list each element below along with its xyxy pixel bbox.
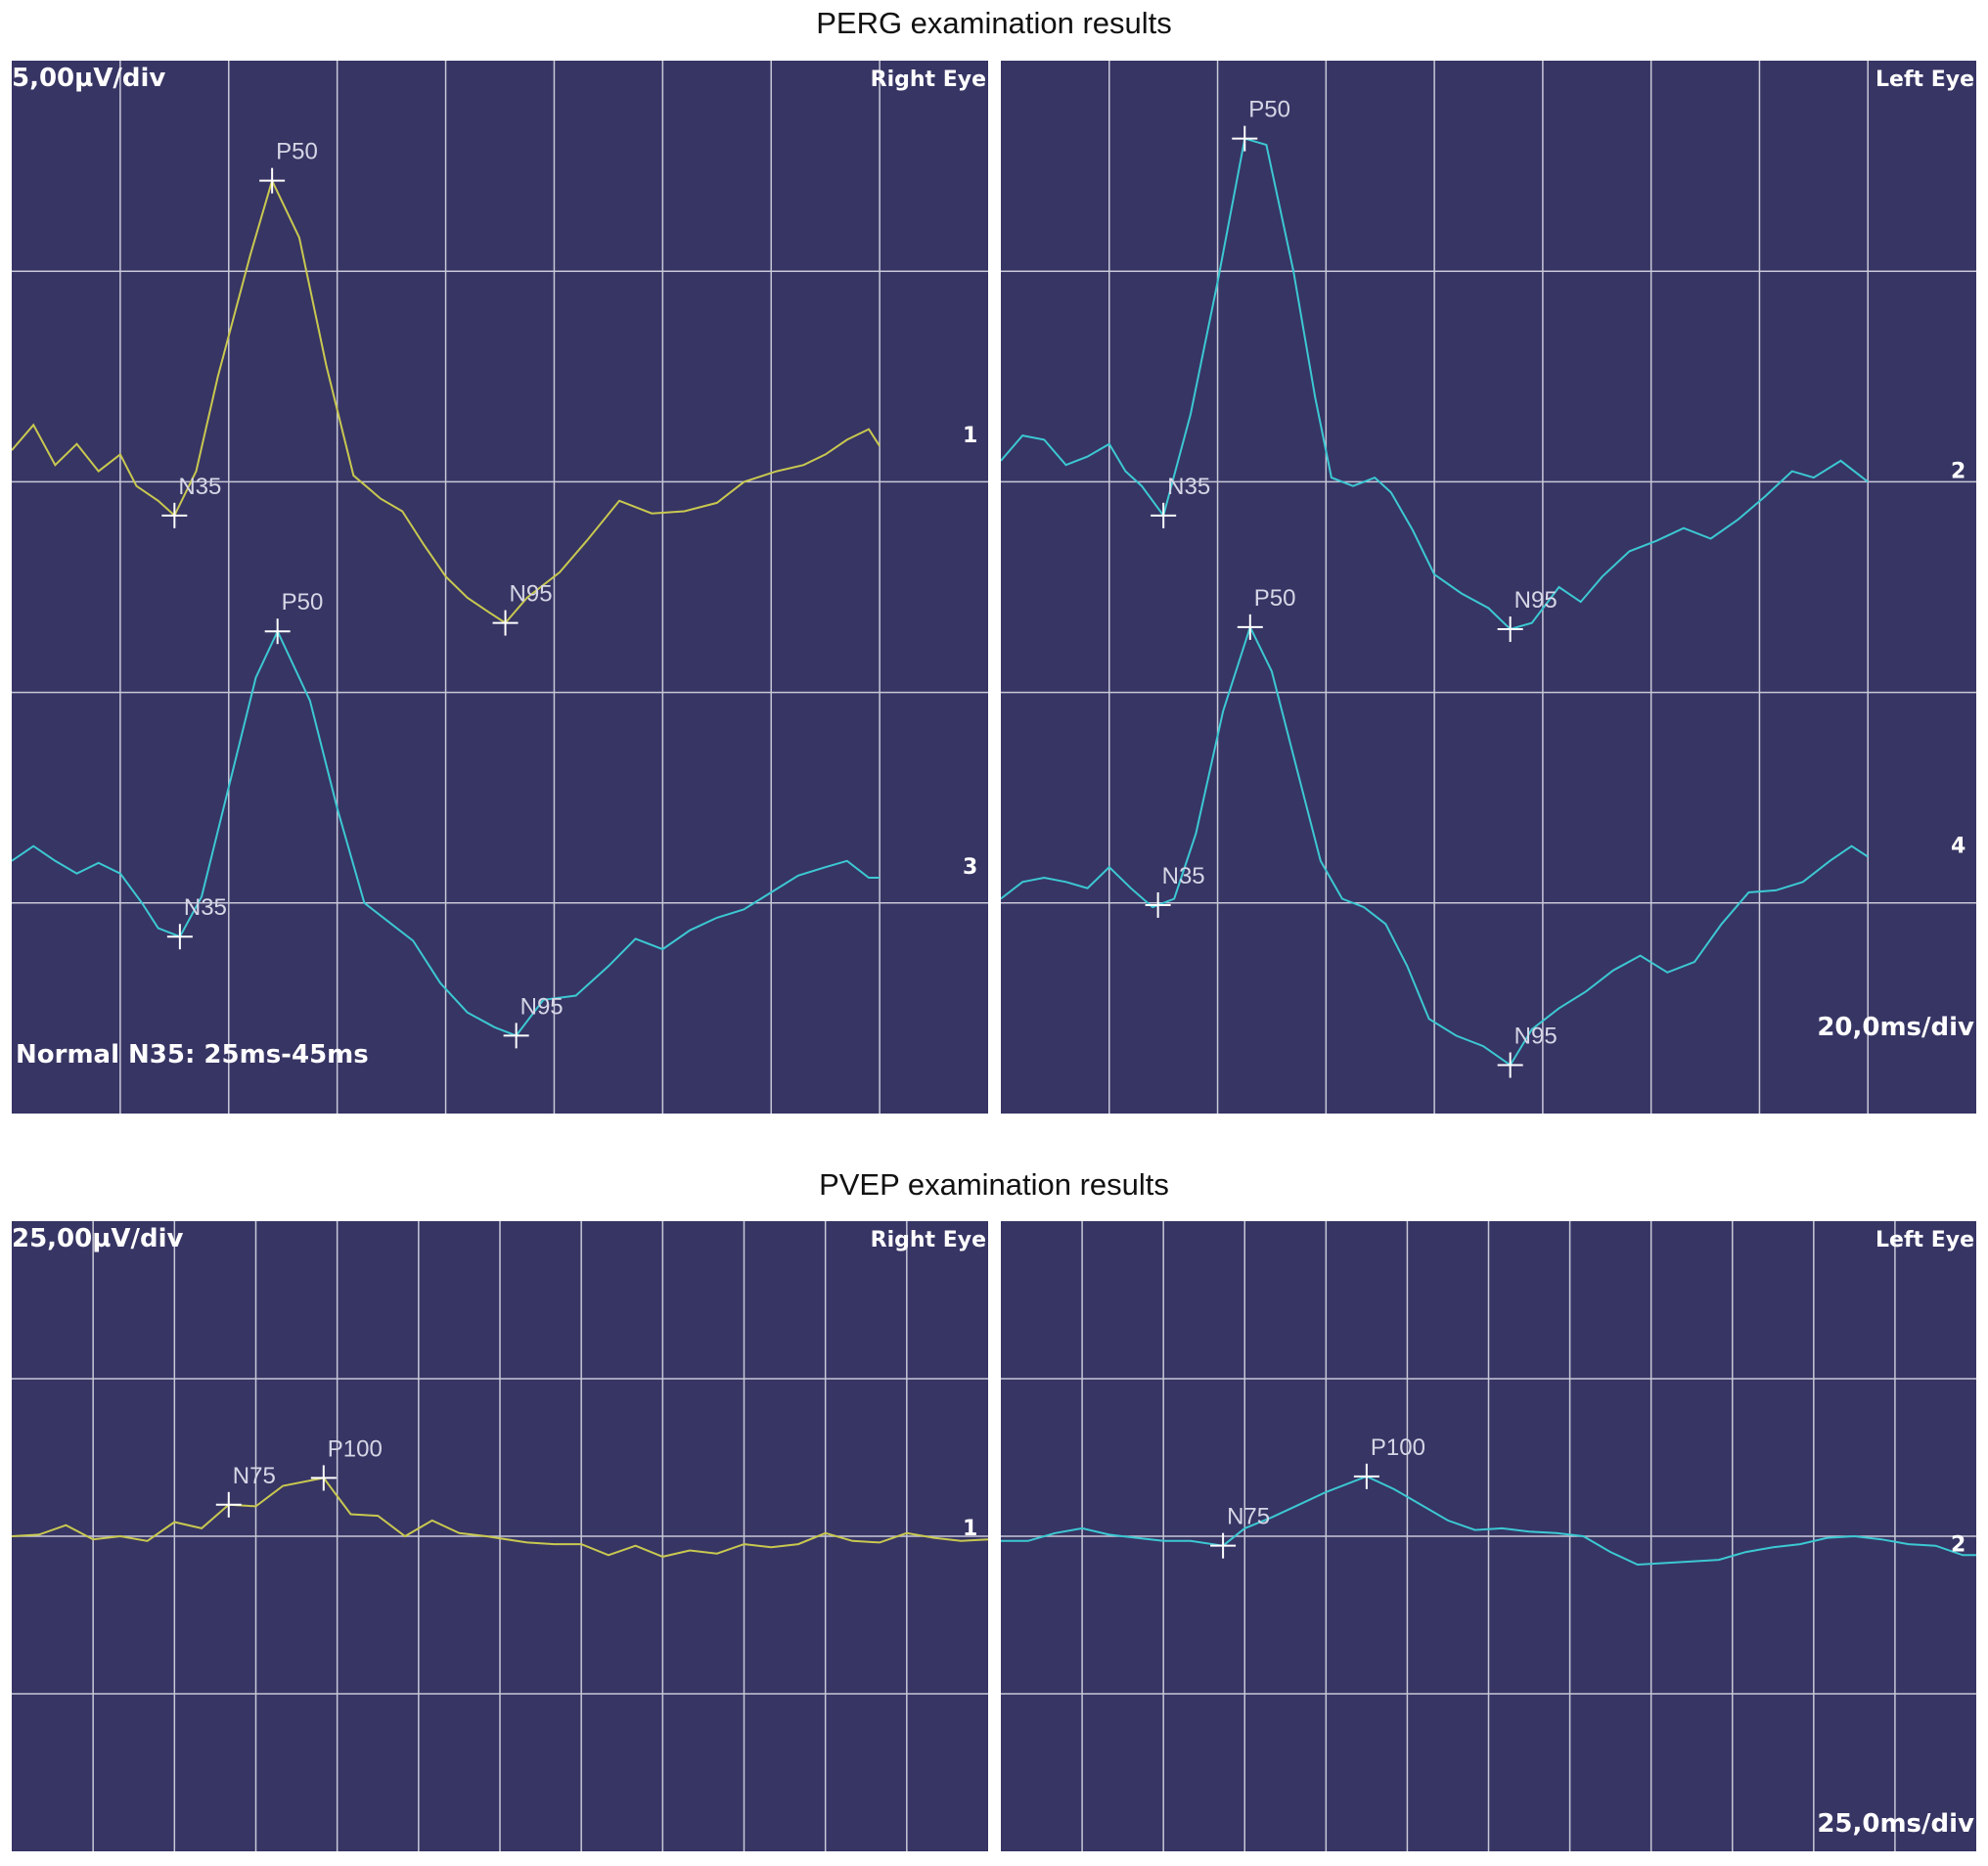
perg-right-eye-panel: N35 P50 N95 1 N35 P50 N95 3 5,00µV/div Right Ey… [12,61,988,1114]
marker-n75 [215,1491,242,1518]
pvep-left-eye-label: Left Eye [1875,1228,1974,1252]
marker-label: P50 [1254,585,1296,612]
trace-number-label: 3 [963,855,977,880]
trace-number-label: 1 [963,1517,977,1541]
perg-section-title: PERG examination results [816,6,1172,40]
marker-label: P50 [276,139,318,165]
marker-label: N35 [1162,863,1205,889]
marker-n35 [161,502,188,528]
trace-1 [12,1477,988,1558]
marker-n95 [503,1023,529,1049]
pvep-amplitude-scale-label: 25,00µV/div [12,1224,184,1253]
marker-n75 [1210,1532,1237,1559]
marker-label: N95 [1514,1024,1558,1050]
marker-p50 [1237,614,1263,640]
marker-p50 [264,618,291,645]
panel-background [12,61,988,1114]
trace-number-label: 2 [1951,459,1965,483]
pvep-time-scale-label: 25,0ms/div [1817,1809,1974,1839]
marker-label: N35 [184,894,227,921]
marker-p50 [1232,125,1258,152]
pvep-right-eye-panel: N75 P100 1 25,00µV/div Right Eye [12,1221,988,1851]
perg-normal-n35-note: Normal N35: 25ms-45ms [16,1040,369,1070]
perg-left-eye-label: Left Eye [1875,68,1974,92]
trace-1 [12,177,881,624]
marker-p100 [1353,1463,1379,1489]
perg-right-eye-label: Right Eye [871,68,986,92]
marker-label: P100 [328,1435,383,1462]
marker-label: N35 [178,474,221,500]
pvep-right-eye-label: Right Eye [871,1228,986,1252]
pvep-left-eye-panel: N75 P100 2 Left Eye 25,0ms/div [1001,1221,1976,1851]
marker-n95 [1497,1052,1523,1078]
panel-background [1001,61,1976,1114]
trace-3 [12,628,881,1037]
marker-n95 [1497,616,1523,643]
marker-label: N75 [1227,1504,1270,1530]
perg-left-eye-panel: N35 P50 N95 2 N35 P50 N95 4 Left Eye 20,0ms/div [1001,61,1976,1114]
trace-2 [1001,1475,1976,1567]
marker-label: N95 [1514,587,1558,614]
marker-label: N95 [510,581,553,608]
marker-n35 [1151,502,1177,528]
marker-label: N75 [233,1463,276,1489]
marker-n35 [166,924,193,950]
trace-number-label: 1 [963,424,977,448]
marker-label: P50 [282,589,324,615]
trace-number-label: 2 [1951,1532,1965,1557]
marker-label: N35 [1167,474,1210,500]
marker-label: P50 [1248,97,1290,123]
trace-4 [1001,624,1869,1067]
marker-label: N95 [520,993,564,1020]
marker-p50 [259,167,286,194]
marker-n35 [1145,891,1171,918]
marker-p100 [310,1465,337,1491]
marker-n95 [492,610,519,636]
trace-2 [1001,137,1869,631]
perg-time-scale-label: 20,0ms/div [1817,1013,1974,1042]
trace-number-label: 4 [1951,834,1965,858]
pvep-section-title: PVEP examination results [819,1167,1169,1202]
perg-amplitude-scale-label: 5,00µV/div [12,64,165,93]
marker-label: P100 [1371,1434,1425,1461]
